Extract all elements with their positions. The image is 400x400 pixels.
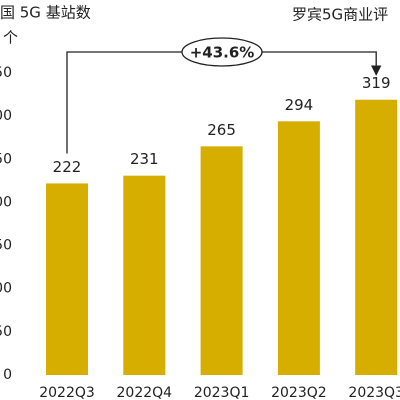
y-tick-label: 50 <box>0 238 12 254</box>
annotation-bubble <box>181 37 263 67</box>
y-tick-label: 00 <box>0 194 12 210</box>
y-tick-label: 00 <box>0 108 12 124</box>
data-label: 231 <box>130 150 159 168</box>
x-tick-label: 2023Q2 <box>271 385 327 400</box>
bar <box>200 146 243 375</box>
x-tick-label: 2023Q3 <box>348 385 400 400</box>
x-tick-label: 2023Q1 <box>194 385 250 400</box>
x-tick-label: 2022Q4 <box>117 385 173 400</box>
bar <box>123 175 166 375</box>
bar <box>46 183 88 375</box>
data-label: 319 <box>362 74 391 92</box>
y-tick-label: 50 <box>0 65 12 81</box>
x-tick-label: 2022Q3 <box>39 385 95 400</box>
y-tick-label: 50 <box>0 151 12 167</box>
y-tick-label: 50 <box>0 324 12 340</box>
unit-label: 个 <box>3 29 18 47</box>
y-tick-label: 0 <box>3 367 12 383</box>
data-label: 222 <box>53 158 82 176</box>
source-label: 罗宾5G商业评 <box>292 6 388 24</box>
chart-title: 国 5G 基站数 <box>0 4 91 22</box>
data-label: 294 <box>285 96 314 114</box>
bar <box>355 99 398 376</box>
y-tick-label: 00 <box>0 281 12 297</box>
annotation: +43.6% <box>190 44 255 62</box>
bar <box>277 121 320 375</box>
data-label: 265 <box>207 121 236 139</box>
